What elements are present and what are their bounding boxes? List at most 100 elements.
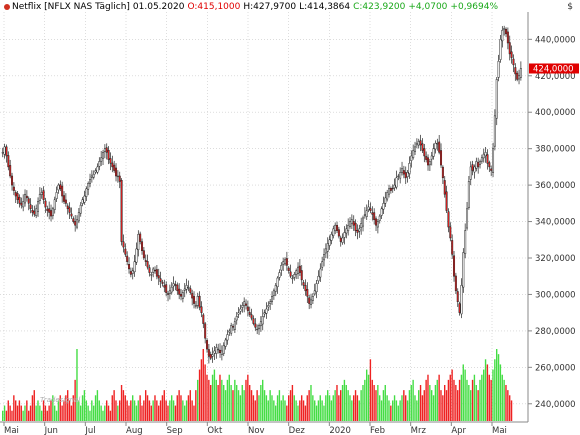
candle-body bbox=[259, 321, 262, 327]
volume-bar bbox=[432, 395, 435, 421]
volume-bar bbox=[431, 390, 433, 421]
candle-body bbox=[428, 161, 431, 166]
x-tick-label: Mai bbox=[4, 426, 19, 435]
volume-bar bbox=[68, 400, 71, 421]
volume-bar bbox=[78, 400, 80, 421]
candle-body bbox=[68, 207, 71, 213]
candle-body bbox=[246, 306, 249, 312]
candle-body bbox=[89, 179, 92, 184]
candle-body bbox=[90, 175, 93, 178]
volume-bar bbox=[494, 359, 496, 421]
volume-bar bbox=[416, 400, 418, 421]
x-tick-label: Dez bbox=[289, 426, 306, 435]
x-tick-label: Feb bbox=[370, 426, 385, 435]
volume-bar bbox=[115, 400, 117, 421]
volume-bar bbox=[24, 405, 26, 421]
candle-body bbox=[167, 293, 170, 295]
candle-body bbox=[265, 308, 268, 314]
candle-body bbox=[113, 164, 116, 171]
candle-body bbox=[272, 290, 275, 296]
volume-bar bbox=[48, 405, 50, 421]
candle-body bbox=[297, 266, 300, 274]
volume-bar bbox=[87, 405, 89, 421]
volume-bar bbox=[158, 405, 160, 421]
candle-body bbox=[397, 175, 400, 178]
volume-bar bbox=[176, 395, 178, 421]
candle-body bbox=[432, 148, 435, 157]
candle-body bbox=[29, 204, 32, 210]
candle-body bbox=[488, 162, 491, 168]
volume-bar bbox=[7, 400, 9, 421]
volume-bar bbox=[185, 400, 188, 421]
volume-bar bbox=[126, 400, 128, 421]
volume-bar bbox=[419, 385, 422, 421]
candle-body bbox=[154, 269, 157, 272]
volume-bar bbox=[184, 405, 186, 421]
y-tick-label: 380,0000 bbox=[535, 145, 576, 155]
volume-bar bbox=[291, 385, 294, 421]
volume-bar bbox=[107, 405, 110, 421]
volume-bar bbox=[276, 395, 279, 421]
volume-bar bbox=[89, 410, 91, 421]
y-tick-label: 340,0000 bbox=[535, 218, 576, 228]
candle-body bbox=[453, 255, 456, 277]
candle-body bbox=[332, 228, 335, 236]
candle-body bbox=[328, 239, 331, 246]
y-tick-label: 360,0000 bbox=[535, 181, 576, 191]
volume-bar bbox=[28, 410, 30, 421]
candle-body bbox=[300, 270, 303, 281]
volume-bar bbox=[37, 400, 39, 421]
volume-bar bbox=[451, 369, 453, 421]
candle-body bbox=[518, 75, 521, 80]
volume-bar bbox=[284, 400, 286, 421]
volume-bar bbox=[486, 364, 489, 421]
candle-body bbox=[241, 305, 244, 308]
volume-bar bbox=[371, 379, 373, 421]
candle-body bbox=[33, 210, 36, 215]
volume-bar bbox=[388, 400, 390, 421]
candle-body bbox=[417, 141, 420, 146]
volume-bar bbox=[195, 390, 197, 421]
volume-bar bbox=[29, 405, 32, 421]
candle-body bbox=[85, 188, 88, 197]
candle-body bbox=[22, 201, 25, 208]
volume-bar bbox=[278, 390, 281, 421]
volume-bar bbox=[367, 374, 370, 421]
volume-bar bbox=[438, 374, 440, 421]
volume-bar bbox=[100, 405, 102, 421]
volume-bar bbox=[217, 385, 219, 421]
watermark-label: Tradesignal bbox=[40, 396, 80, 404]
candle-body bbox=[131, 270, 134, 274]
candle-body bbox=[224, 339, 227, 347]
volume-bar bbox=[265, 395, 268, 421]
volume-bar bbox=[267, 400, 269, 421]
candle-body bbox=[462, 252, 465, 288]
candle-body bbox=[393, 184, 396, 189]
candle-body bbox=[98, 161, 101, 167]
candle-body bbox=[66, 205, 69, 210]
red-circle-icon bbox=[4, 3, 10, 10]
candle-body bbox=[150, 274, 153, 276]
volume-bar bbox=[210, 385, 212, 421]
candle-body bbox=[310, 299, 313, 305]
volume-bar bbox=[462, 364, 464, 421]
candle-body bbox=[12, 186, 15, 191]
candle-body bbox=[111, 162, 114, 168]
volume-bar bbox=[165, 400, 167, 421]
volume-bar bbox=[258, 395, 260, 421]
candle-body bbox=[46, 208, 49, 211]
volume-bar bbox=[425, 379, 427, 421]
volume-bar bbox=[208, 379, 210, 421]
volume-bar bbox=[262, 379, 264, 421]
volume-bar bbox=[455, 385, 457, 421]
candle-body bbox=[443, 180, 446, 195]
volume-bar bbox=[449, 374, 451, 421]
volume-bar bbox=[366, 369, 368, 421]
candle-body bbox=[289, 271, 292, 277]
candle-body bbox=[464, 230, 467, 255]
volume-bar bbox=[345, 385, 347, 421]
change-value: +4,0700 bbox=[408, 2, 448, 12]
volume-bar bbox=[343, 379, 346, 421]
candle-body bbox=[191, 293, 194, 299]
